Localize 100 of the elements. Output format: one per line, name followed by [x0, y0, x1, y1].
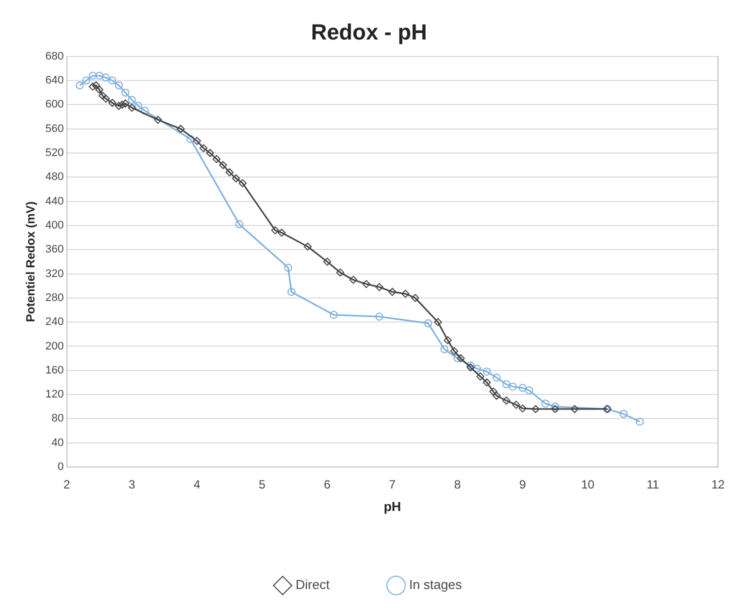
point: [212, 155, 221, 164]
point: [88, 72, 97, 80]
point: [88, 82, 97, 91]
point: [140, 106, 149, 115]
point: [336, 268, 344, 277]
point: [323, 258, 332, 266]
point: [128, 96, 136, 104]
y-tick-label: 120: [45, 388, 64, 401]
point: [238, 179, 247, 188]
y-tick-label: 160: [45, 364, 64, 376]
point: [362, 280, 370, 288]
point: [502, 396, 510, 405]
point: [456, 354, 465, 362]
point: [92, 81, 100, 90]
point: [512, 400, 520, 409]
point: [434, 318, 442, 326]
point: [278, 228, 286, 237]
x-tick-label: 7: [389, 478, 396, 492]
point: [444, 336, 452, 344]
x-tick-label: 10: [581, 478, 595, 492]
chart-title: Redox - pH: [310, 19, 428, 44]
x-tick-label: 5: [258, 478, 266, 492]
point: [287, 288, 296, 296]
point: [118, 100, 126, 109]
point: [284, 264, 292, 272]
point: [186, 135, 194, 144]
point: [525, 386, 534, 394]
point: [134, 102, 142, 110]
point: [551, 402, 560, 411]
x-tick-label: 2: [63, 478, 70, 492]
point: [128, 104, 136, 112]
point: [349, 276, 358, 284]
point: [206, 149, 214, 158]
y-tick-label: 560: [45, 122, 64, 135]
point: [440, 345, 448, 354]
point: [176, 124, 185, 133]
point: [476, 372, 484, 380]
y-tick-label: 640: [45, 74, 64, 87]
point: [154, 116, 162, 124]
point: [518, 404, 527, 412]
point: [95, 86, 104, 94]
point: [108, 98, 116, 107]
point: [570, 405, 579, 414]
point: [114, 102, 123, 110]
point: [551, 405, 560, 414]
x-tick-label: 8: [454, 478, 462, 492]
point: [193, 136, 202, 145]
point: [375, 283, 384, 292]
point: [200, 144, 208, 152]
x-tick-label: 4: [194, 478, 201, 492]
point: [502, 380, 510, 388]
point: [541, 400, 550, 408]
y-tick-label: 400: [45, 220, 64, 232]
point: [424, 319, 432, 328]
point: [108, 76, 116, 85]
point: [532, 405, 540, 414]
y-axis-title: Potentiel Redox (mV): [24, 201, 38, 322]
y-tick-label: 80: [52, 412, 64, 425]
y-tick-label: 40: [52, 436, 64, 449]
point: [271, 226, 280, 234]
point: [82, 76, 90, 85]
point: [492, 392, 501, 400]
point: [375, 312, 384, 321]
point: [636, 418, 644, 426]
x-tick-label: 11: [646, 478, 660, 492]
point: [518, 384, 527, 392]
point: [330, 310, 338, 319]
point: [454, 354, 462, 362]
point: [219, 161, 228, 170]
point: [98, 92, 107, 100]
point: [235, 220, 244, 228]
point: [121, 88, 130, 97]
y-tick-label: 0: [58, 461, 64, 474]
point: [226, 168, 234, 176]
point: [489, 388, 498, 396]
point: [620, 410, 628, 418]
y-tick-label: 320: [45, 268, 64, 280]
y-tick-label: 200: [45, 340, 64, 352]
point: [482, 378, 491, 386]
x-tick-label: 3: [128, 478, 136, 492]
point: [401, 290, 410, 298]
y-tick-label: 280: [45, 292, 64, 304]
y-tick-label: 600: [45, 98, 64, 111]
y-tick-label: 520: [45, 147, 64, 160]
y-tick-label: 240: [45, 316, 64, 328]
point: [304, 242, 312, 251]
point: [492, 374, 501, 382]
point: [76, 81, 84, 90]
point: [482, 368, 491, 376]
point: [95, 72, 104, 80]
point: [388, 288, 396, 296]
point: [508, 382, 517, 391]
legend-label: Direct: [296, 577, 330, 592]
point: [473, 364, 482, 373]
point: [450, 347, 458, 356]
point: [102, 74, 110, 82]
x-tick-label: 12: [711, 478, 725, 492]
legend-label: In stages: [409, 577, 462, 592]
point: [121, 100, 130, 108]
x-axis-title: pH: [384, 498, 402, 514]
